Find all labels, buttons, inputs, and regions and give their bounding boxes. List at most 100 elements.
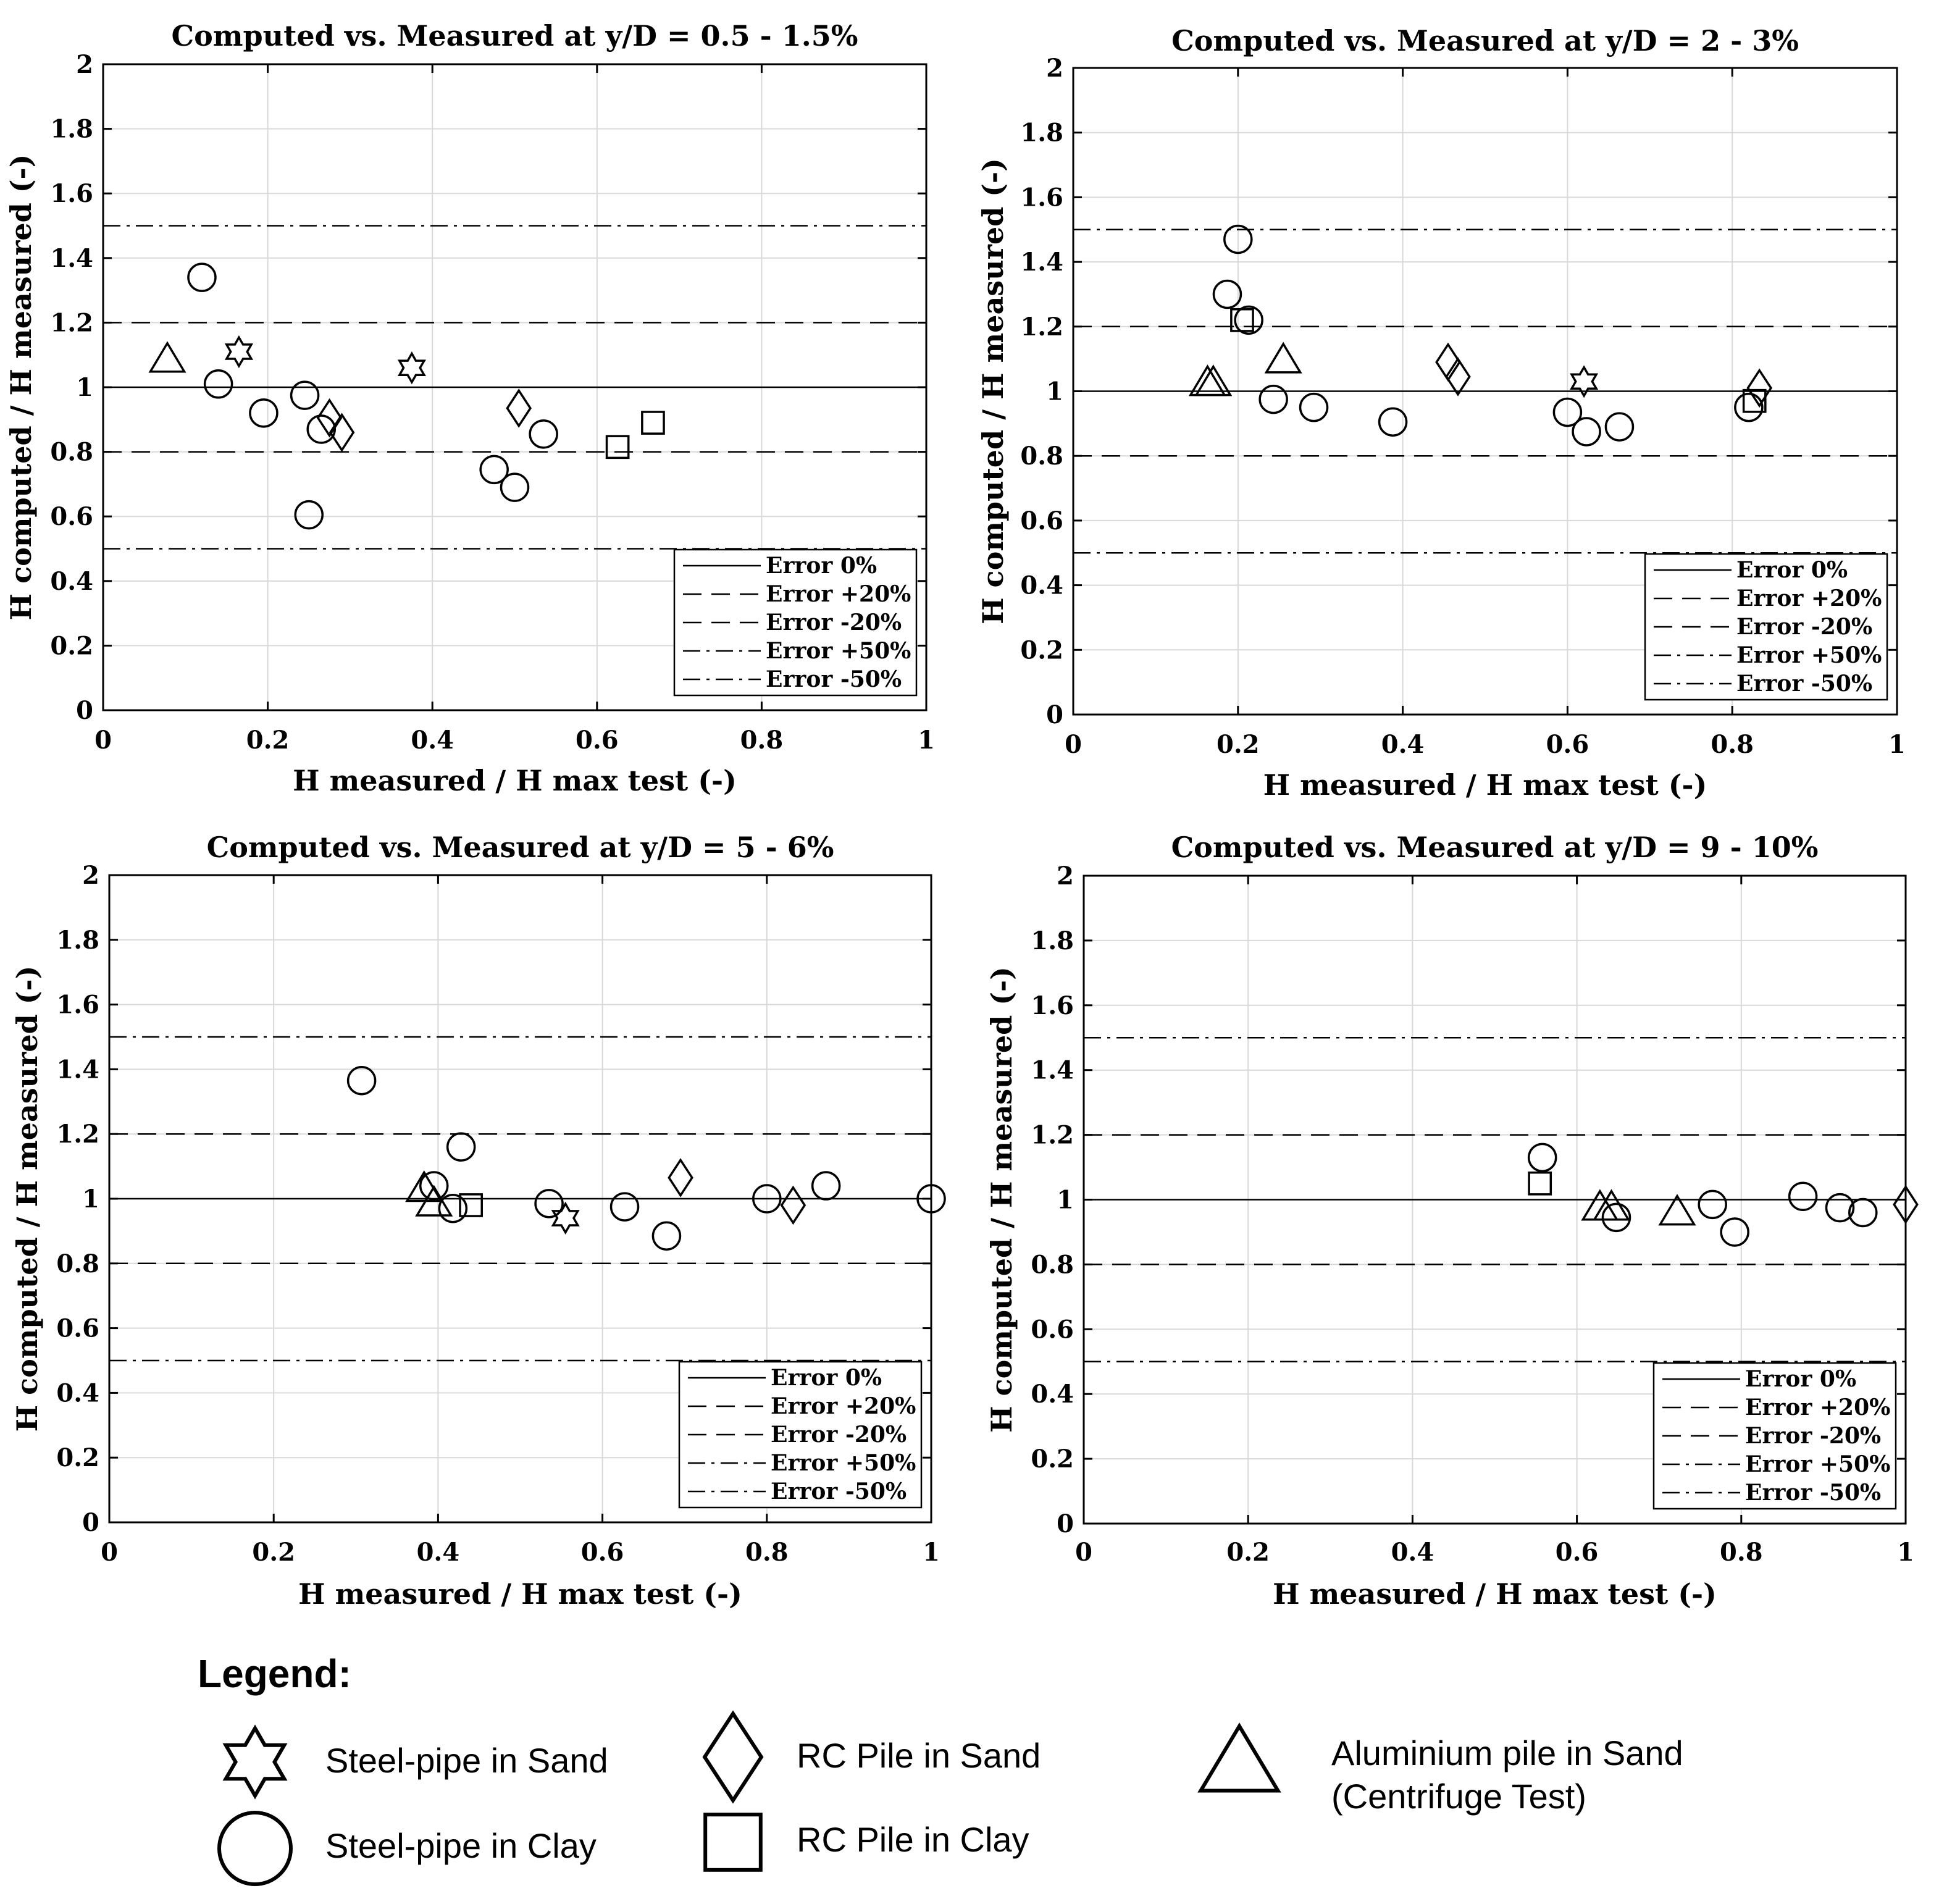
x-tick-label: 1	[923, 1538, 940, 1567]
data-point-triangle	[405, 1170, 443, 1202]
data-point-circle	[609, 1192, 640, 1222]
figure-legend-label: Aluminium pile in Sand	[1331, 1734, 1683, 1772]
series-triangle	[1581, 1189, 1696, 1226]
x-tick-label: 1	[918, 726, 935, 755]
x-tick-label: 0.6	[581, 1538, 624, 1567]
y-tick-label: 1.2	[1031, 1121, 1074, 1150]
figure-legend-label: Steel-pipe in Sand	[325, 1741, 608, 1780]
data-point-circle	[187, 262, 217, 292]
x-tick-label: 0	[1065, 730, 1082, 759]
data-point-circle	[916, 1184, 946, 1214]
y-tick-label: 0.8	[1020, 442, 1063, 471]
y-tick-label: 0.4	[1031, 1380, 1074, 1409]
data-point-circle	[752, 1184, 782, 1214]
y-tick-label: 0	[1046, 700, 1063, 729]
data-point-diamond	[780, 1185, 806, 1225]
figure-legend-label: Steel-pipe in Clay	[325, 1826, 597, 1865]
x-tick-label: 0.4	[417, 1538, 460, 1567]
data-point-circle	[1258, 384, 1288, 414]
series-diamond	[1435, 342, 1773, 408]
data-point-triangle	[1264, 342, 1302, 374]
y-tick-label: 0.6	[56, 1314, 99, 1343]
legend-entry-label: Error 0%	[771, 1365, 882, 1391]
legend-entry-label: Error -20%	[766, 610, 902, 635]
x-tick-label: 0.2	[1226, 1538, 1270, 1567]
series-circle	[1212, 224, 1764, 447]
y-tick-label: 1	[1057, 1186, 1074, 1215]
triangle-icon	[1197, 1722, 1281, 1793]
x-tick-label: 0.2	[246, 726, 290, 755]
y-tick-label: 2	[76, 50, 93, 79]
data-point-circle	[529, 419, 558, 449]
series-diamond	[1893, 1185, 1919, 1225]
chart-legend: Error 0%Error +20%Error -20%Error +50%Er…	[678, 1361, 923, 1509]
data-point-star	[1570, 365, 1599, 398]
data-point-square	[1742, 388, 1767, 413]
y-tick-label: 1.8	[56, 926, 99, 955]
y-tick-label: 0	[1057, 1509, 1074, 1538]
data-point-circle	[290, 380, 320, 410]
data-point-circle	[446, 1132, 476, 1162]
x-tick-label: 0.6	[1556, 1538, 1599, 1567]
data-point-diamond	[1746, 368, 1773, 408]
chart-title: Computed vs. Measured at y/D = 5 - 6%	[207, 831, 834, 864]
series-circle	[346, 1065, 946, 1251]
y-tick-label: 0.4	[56, 1378, 99, 1407]
figure-legend-item: Steel-pipe in Clay	[217, 1811, 597, 1886]
chart-title: Computed vs. Measured at y/D = 0.5 - 1.5…	[172, 19, 858, 52]
data-point-diamond	[316, 398, 343, 438]
chart-panel-4: 0 0.2 0.4 0.6 0.8 1 0 0.2 0.4 0.6 0.8 1 1.2 1.4 1.6 1.8…	[985, 831, 1919, 1611]
data-point-circle	[294, 500, 324, 530]
x-tick-label: 0.8	[740, 726, 784, 755]
data-point-circle	[1825, 1193, 1855, 1223]
legend-entry-label: Error 0%	[1745, 1366, 1856, 1392]
data-point-diamond	[506, 388, 532, 428]
x-tick-label: 0	[1075, 1538, 1092, 1567]
chart-legend: Error 0%Error +20%Error -20%Error +50%Er…	[673, 548, 918, 697]
series-square	[459, 1193, 483, 1217]
series-triangle	[148, 341, 186, 373]
data-point-circle	[534, 1189, 564, 1218]
legend-entry-label: Error +20%	[1736, 585, 1882, 611]
data-point-circle	[1212, 279, 1242, 309]
circle-icon	[217, 1811, 293, 1886]
y-tick-label: 0.6	[50, 502, 93, 531]
data-point-circle	[419, 1171, 449, 1201]
y-tick-label: 0.4	[1020, 571, 1063, 600]
data-point-circle	[1378, 407, 1408, 437]
y-tick-label: 1.6	[1020, 183, 1063, 212]
figure-legend-item: Aluminium pile in Sand (Centrifuge Test)	[1197, 1722, 1683, 1816]
y-tick-label: 1	[76, 373, 93, 402]
legend-entry-label: Error -20%	[771, 1422, 907, 1448]
series-diamond	[668, 1158, 806, 1225]
x-tick-label: 0.8	[1720, 1538, 1763, 1567]
chart-panel-2: 0 0.2 0.4 0.6 0.8 1 0 0.2 0.4 0.6 0.8 1 1.2 1.4 1.6 1.8…	[976, 24, 1906, 802]
data-point-circle	[811, 1171, 841, 1201]
y-tick-label: 0	[76, 696, 93, 725]
figure-legend-label: RC Pile in Sand	[797, 1736, 1041, 1775]
y-tick-label: 0.6	[1020, 506, 1063, 535]
data-point-circle	[1527, 1143, 1557, 1173]
x-tick-label: 0	[101, 1538, 118, 1567]
data-point-square	[641, 411, 665, 435]
x-tick-label: 0.8	[745, 1538, 789, 1567]
data-point-circle	[479, 455, 509, 485]
x-tick-label: 0	[94, 726, 112, 755]
x-tick-label: 1	[1888, 730, 1906, 759]
y-tick-label: 1.4	[1031, 1056, 1074, 1085]
data-point-circle	[651, 1221, 682, 1251]
y-tick-label: 0.8	[50, 438, 93, 467]
chart-panel-3: 0 0.2 0.4 0.6 0.8 1 0 0.2 0.4 0.6 0.8 1 1.2 1.4 1.6 1.8…	[10, 831, 946, 1611]
data-point-triangle	[1592, 1189, 1631, 1221]
series-star	[224, 335, 426, 385]
legend-entry-label: Error 0%	[1736, 557, 1848, 583]
legend-entry-label: Error +50%	[1745, 1451, 1890, 1477]
y-tick-label: 1.4	[56, 1055, 99, 1084]
series-square	[1230, 308, 1767, 413]
series-star	[1570, 365, 1599, 398]
y-tick-label: 1.6	[56, 991, 99, 1020]
y-tick-label: 2	[1057, 862, 1074, 891]
data-point-triangle	[1194, 364, 1233, 396]
data-point-triangle	[148, 341, 186, 373]
series-triangle	[1188, 342, 1302, 396]
